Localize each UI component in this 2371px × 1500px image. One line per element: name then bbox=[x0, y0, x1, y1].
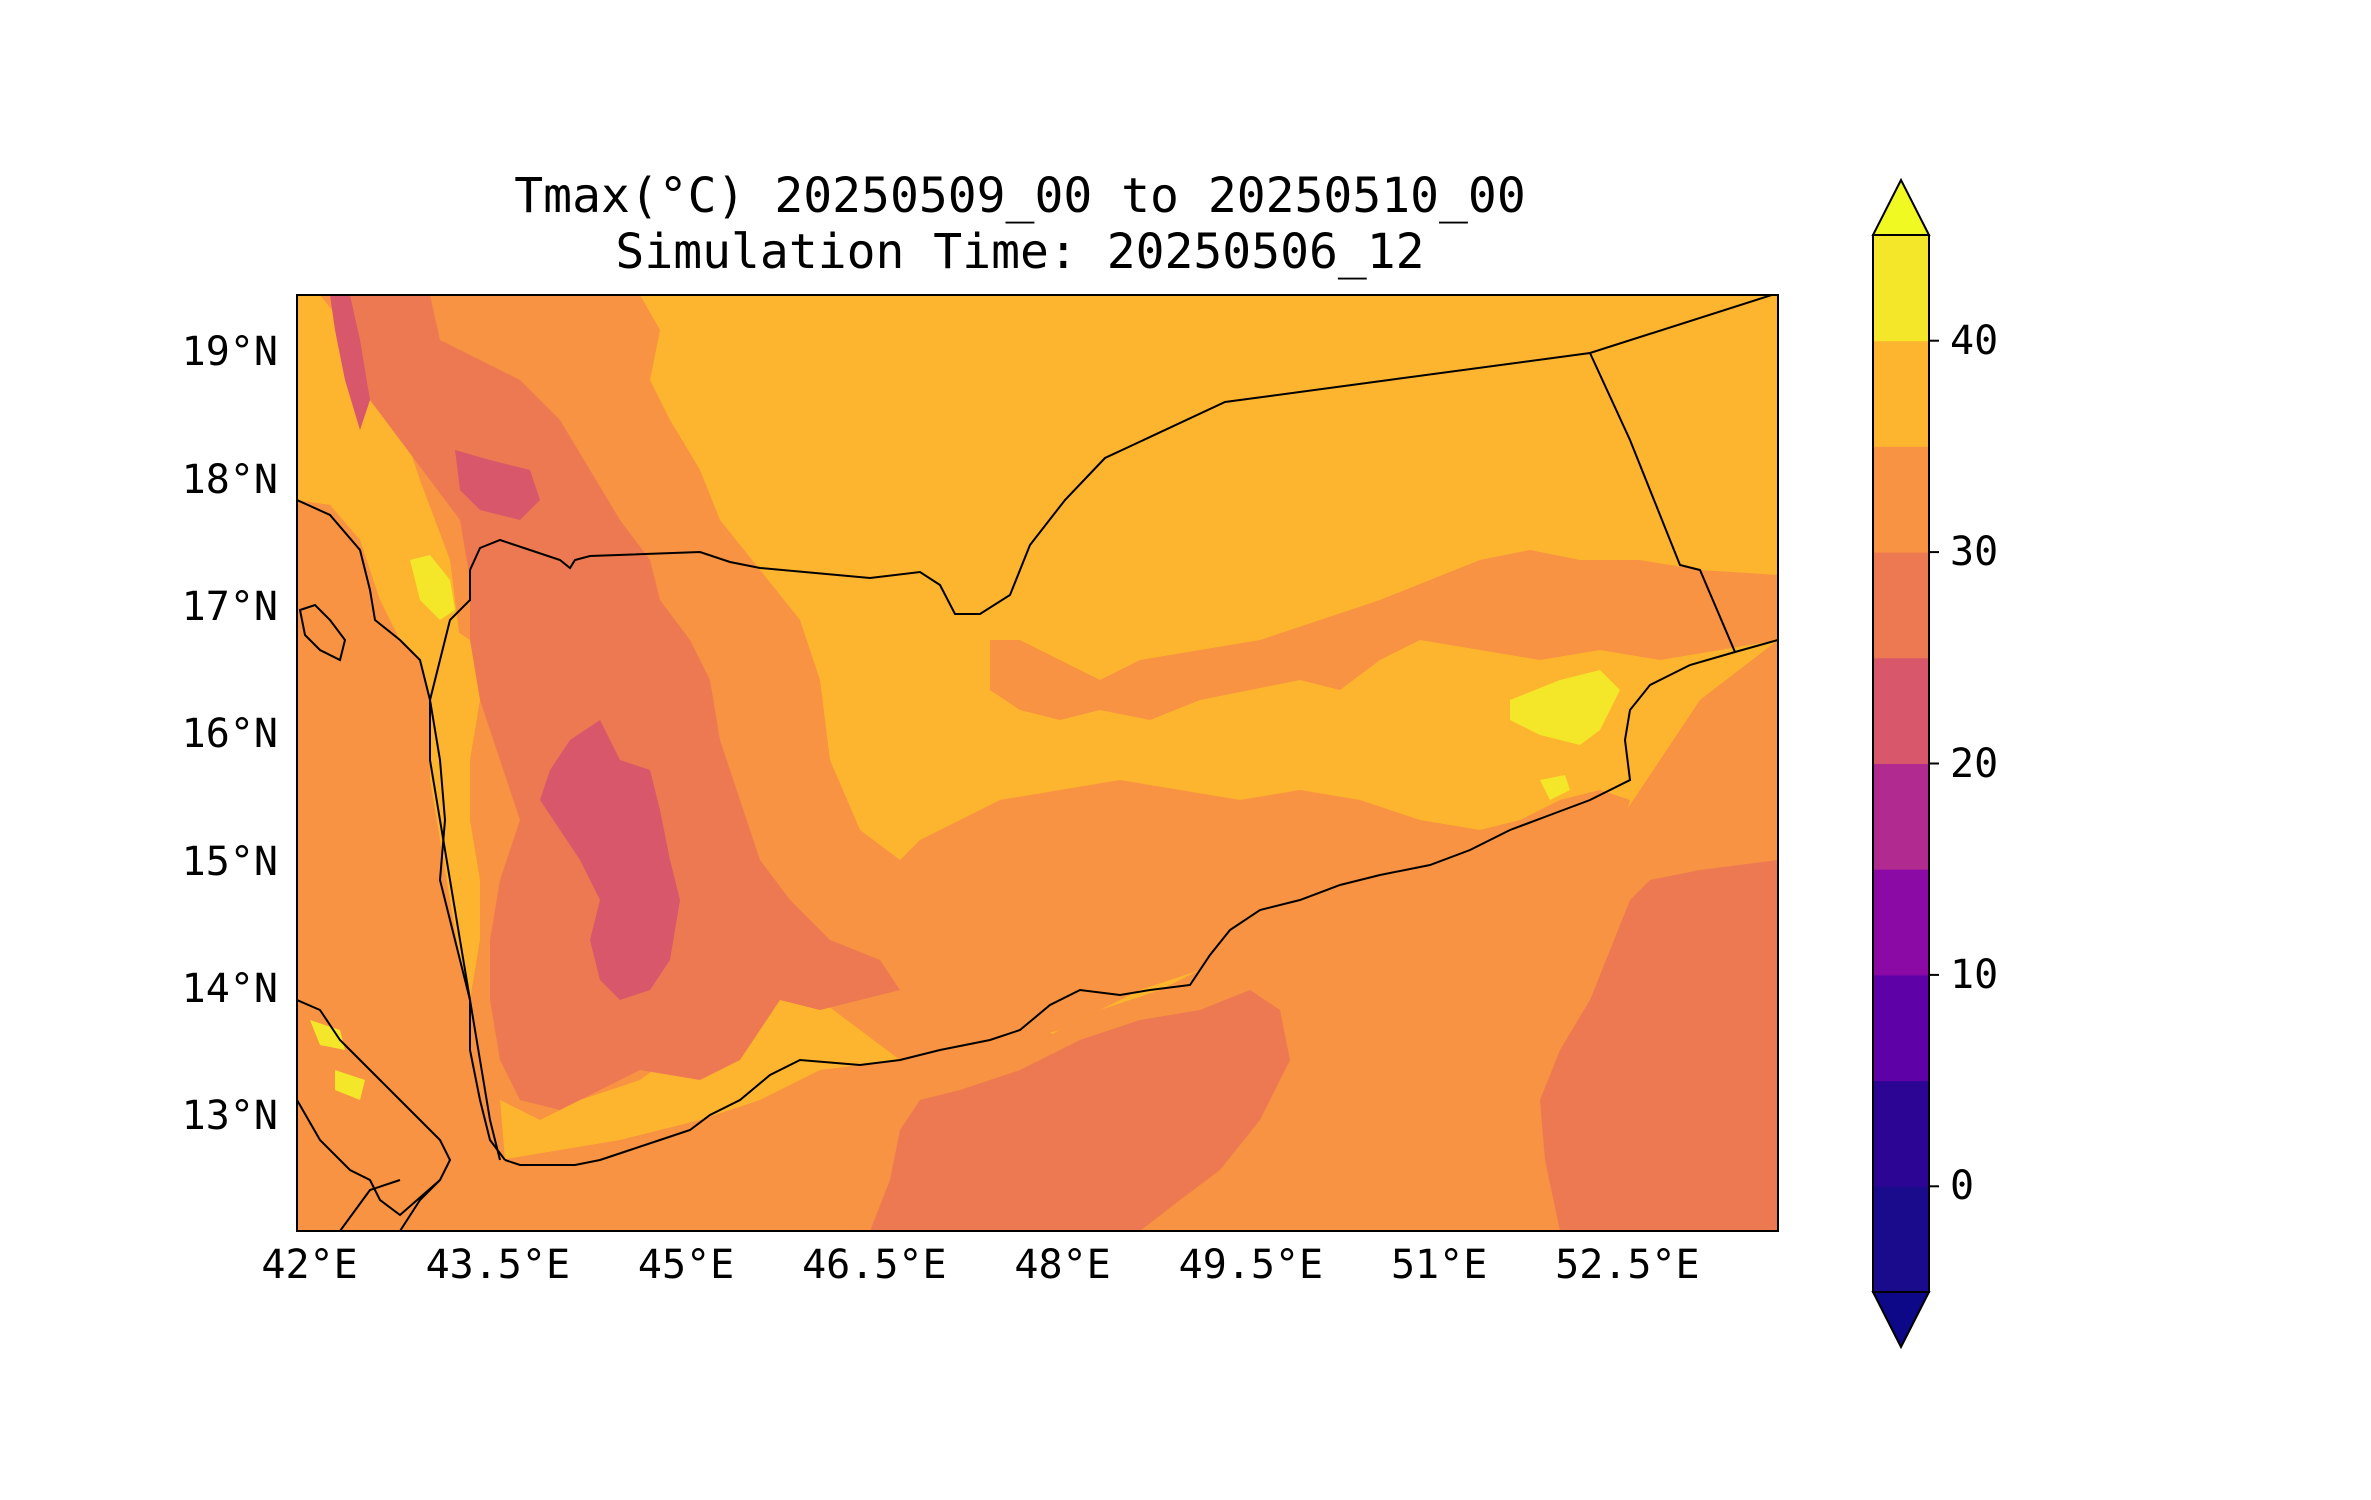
colorbar-segment bbox=[1873, 974, 1929, 1082]
colorbar-segment bbox=[1873, 763, 1929, 870]
temp-region-arabian-25-30 bbox=[1540, 860, 1778, 1231]
y-tick-label: 18°N bbox=[181, 456, 278, 503]
x-tick-label: 52.5°E bbox=[1555, 1242, 1700, 1288]
temp-hotspot-4 bbox=[310, 1020, 345, 1050]
temp-region-north-20-25b bbox=[455, 450, 540, 520]
colorbar-segment bbox=[1873, 1186, 1929, 1293]
colorbar-segment bbox=[1873, 446, 1929, 553]
temp-hotspot-5 bbox=[335, 1070, 365, 1100]
eritrea-coast bbox=[297, 499, 501, 1161]
map-panel bbox=[297, 295, 1778, 1231]
colorbar-segment bbox=[1873, 340, 1929, 447]
chart-title-line-2: Simulation Time: 20250506_12 bbox=[615, 224, 1425, 280]
map-outline bbox=[296, 294, 1779, 1232]
x-tick-label: 46.5°E bbox=[802, 1242, 947, 1288]
y-tick-label: 15°N bbox=[181, 838, 278, 885]
temp-region-north-20-25 bbox=[330, 295, 370, 430]
temp-hotspot-3 bbox=[1540, 775, 1570, 800]
temp-region-highland-20-25 bbox=[540, 720, 680, 1000]
yemen-oman-border bbox=[1589, 352, 1778, 654]
colorbar-segment bbox=[1873, 552, 1929, 659]
colorbar-tick-label: 10 bbox=[1950, 951, 1999, 998]
colorbar-tick-label: 40 bbox=[1950, 317, 1999, 364]
y-tick-label: 16°N bbox=[181, 711, 278, 758]
djibouti-border bbox=[297, 1099, 441, 1217]
y-tick-label: 19°N bbox=[181, 329, 278, 376]
chart-title-line-1: Tmax(°C) 20250509_00 to 20250510_00 bbox=[514, 168, 1526, 224]
yemen-south-coast bbox=[504, 651, 1736, 1166]
colorbar bbox=[1871, 177, 1939, 1350]
x-tick-label: 45°E bbox=[637, 1242, 735, 1288]
temp-region-east-band bbox=[990, 550, 1778, 720]
temp-hotspot-1 bbox=[410, 555, 455, 620]
temp-hotspot-2 bbox=[1510, 670, 1620, 745]
temp-region-tihama bbox=[430, 620, 480, 1000]
colorbar-segment bbox=[1873, 1080, 1929, 1187]
x-tick-label: 48°E bbox=[1014, 1242, 1111, 1288]
colorbar-tick-label: 30 bbox=[1950, 529, 1999, 576]
yemen-west-coast bbox=[429, 570, 506, 1161]
colorbar-extend-bottom bbox=[1871, 1291, 1931, 1350]
colorbar-segment bbox=[1873, 869, 1929, 976]
x-tick-label: 42°E bbox=[261, 1242, 358, 1288]
temp-region-redsea bbox=[297, 500, 510, 1231]
y-tick-label: 14°N bbox=[181, 966, 278, 1013]
map-borders bbox=[297, 295, 1778, 1231]
colorbar-segment bbox=[1873, 235, 1929, 342]
x-tick-label: 49.5°E bbox=[1178, 1242, 1324, 1288]
colorbar-segment bbox=[1873, 657, 1929, 764]
y-tick-label: 13°N bbox=[181, 1093, 278, 1140]
y-tick-label: 17°N bbox=[181, 584, 278, 630]
x-tick-label: 51°E bbox=[1390, 1242, 1488, 1288]
colorbar-tick-label: 0 bbox=[1950, 1163, 1975, 1210]
temp-region-gulf bbox=[500, 640, 1778, 1231]
colorbar-tick-label: 20 bbox=[1950, 740, 1999, 787]
dahlak-island bbox=[298, 603, 347, 662]
x-tick-label: 43.5°E bbox=[425, 1242, 571, 1288]
saudi-yemen-border bbox=[469, 295, 1776, 615]
temp-region-aden-25-30 bbox=[870, 990, 1290, 1231]
ethiopia-border bbox=[339, 1179, 401, 1231]
temp-region-south-interior bbox=[880, 780, 1630, 1040]
